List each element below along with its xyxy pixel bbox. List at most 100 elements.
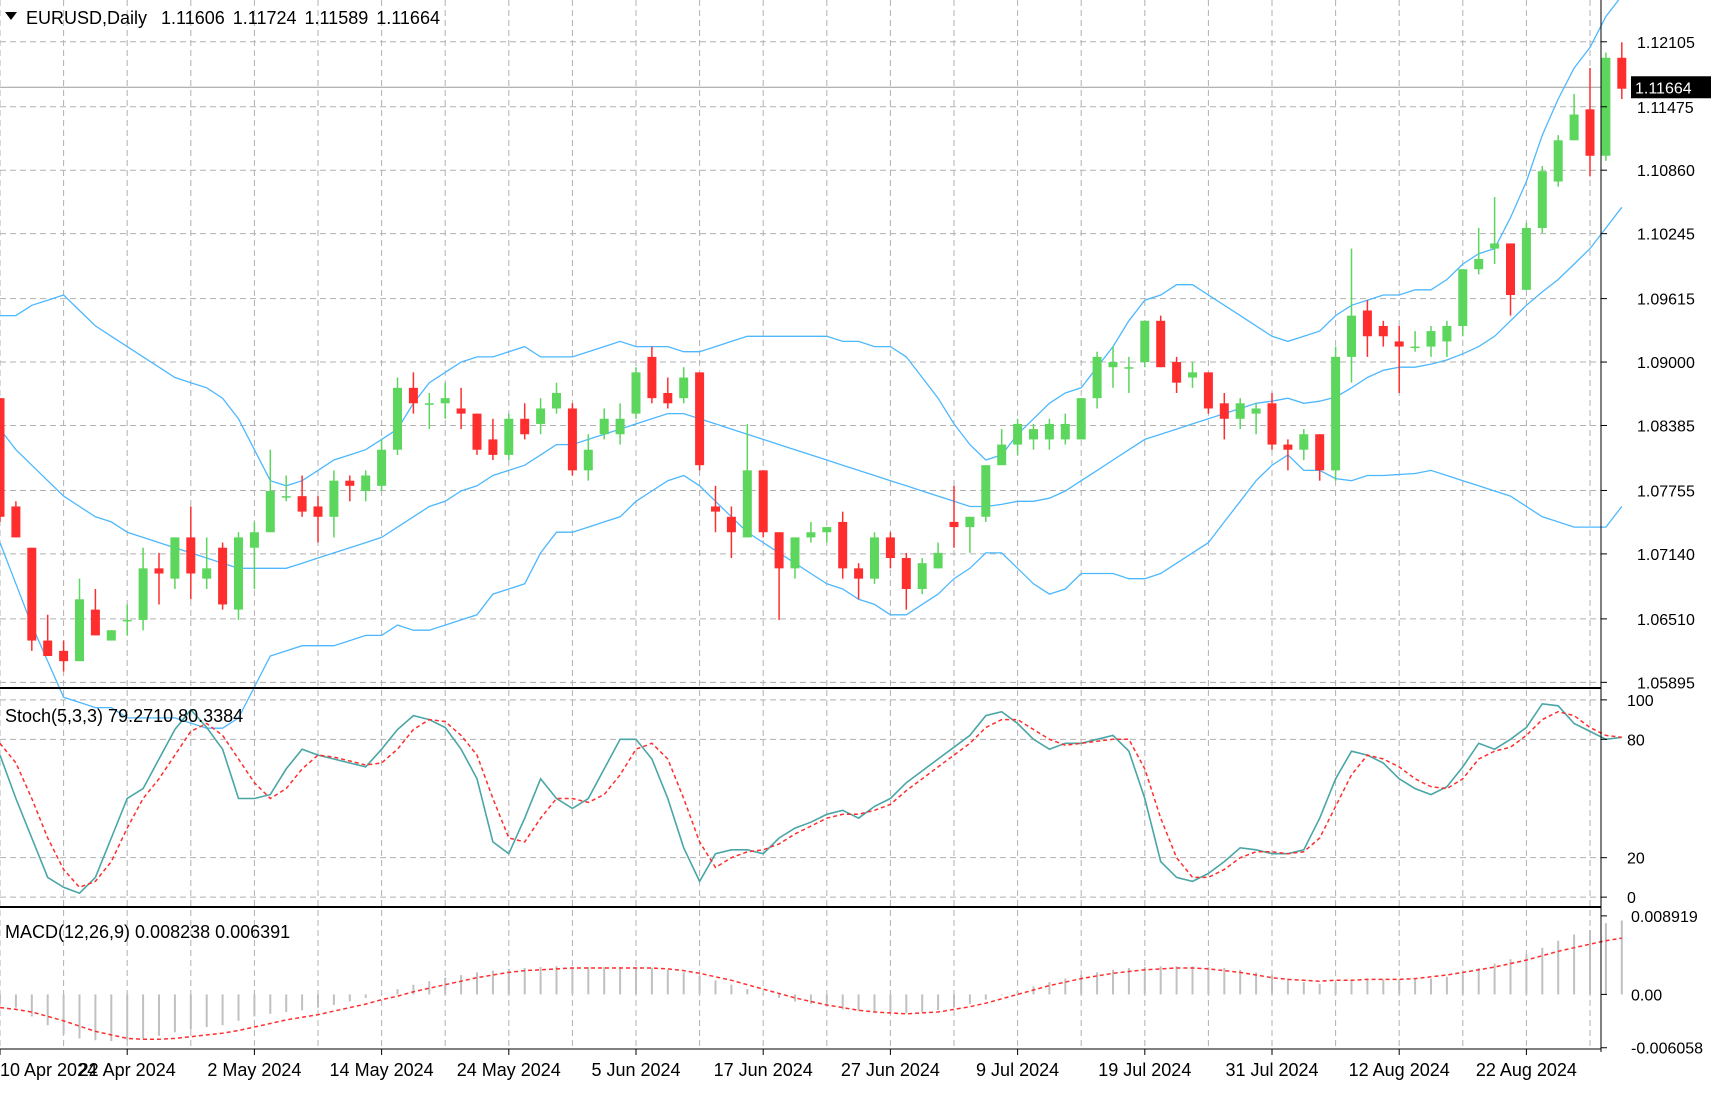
candle-body <box>1203 372 1213 409</box>
candle-body <box>1347 315 1356 357</box>
candle-body <box>949 521 959 528</box>
candle-body <box>393 387 402 450</box>
price-tick-label: 1.07755 <box>1637 483 1695 500</box>
candle <box>234 532 243 620</box>
candle <box>1029 423 1038 450</box>
candle <box>806 521 816 543</box>
candle <box>11 501 21 538</box>
candle-body <box>981 465 991 517</box>
current-price-label: 1.11664 <box>1635 80 1692 97</box>
candle-body <box>870 537 879 579</box>
candle <box>997 429 1007 466</box>
candle-body <box>122 619 132 622</box>
candle <box>1569 93 1579 141</box>
candle-body <box>1267 403 1277 445</box>
candle-body <box>186 537 196 574</box>
candle <box>1362 300 1372 357</box>
candle <box>393 377 402 455</box>
candle-body <box>0 398 5 517</box>
candle <box>599 408 609 440</box>
candle-body <box>202 568 212 579</box>
candle <box>679 367 689 404</box>
candle <box>329 470 339 538</box>
candle <box>1426 325 1436 357</box>
candle-body <box>520 418 530 435</box>
candle <box>901 552 911 610</box>
candle-body <box>138 568 148 620</box>
candle-body <box>1553 140 1563 182</box>
candle-body <box>1092 356 1102 399</box>
candle-body <box>615 418 625 435</box>
candle-body <box>997 444 1007 466</box>
date-tick-label: 12 Aug 2024 <box>1349 1060 1450 1080</box>
candle <box>917 558 927 595</box>
candle <box>663 377 673 409</box>
candle <box>1331 346 1341 481</box>
candle <box>1188 362 1197 388</box>
candle-body <box>901 558 911 589</box>
candle <box>1140 320 1150 368</box>
date-tick-label: 5 Jun 2024 <box>591 1060 680 1080</box>
candle <box>965 516 975 553</box>
candle-body <box>440 398 450 404</box>
candle-body <box>249 532 259 548</box>
candle <box>1410 331 1420 352</box>
candle-body <box>1537 171 1547 228</box>
candle-body <box>1506 243 1515 296</box>
price-tick-label: 1.05895 <box>1637 675 1695 692</box>
candle <box>249 521 259 589</box>
candle <box>885 532 895 569</box>
candle-body <box>1013 423 1023 445</box>
symbol-dropdown-icon[interactable] <box>5 12 17 20</box>
stoch-tick-label: 20 <box>1627 851 1645 868</box>
candle-body <box>1617 57 1627 89</box>
price-tick-label: 1.06510 <box>1637 612 1695 629</box>
candle-body <box>965 516 975 528</box>
candle <box>1537 166 1547 234</box>
candle-body <box>695 372 705 466</box>
candle <box>0 398 5 522</box>
price-tick-label: 1.11475 <box>1637 100 1694 117</box>
candle <box>345 475 355 502</box>
candle <box>361 470 371 502</box>
candle-body <box>218 547 228 605</box>
candle <box>106 630 116 641</box>
candle <box>1617 42 1627 100</box>
candle-body <box>1458 269 1468 326</box>
candle <box>488 418 498 461</box>
candle <box>790 537 800 579</box>
candle-body <box>1585 109 1595 156</box>
candle <box>949 485 959 548</box>
candle <box>424 392 434 430</box>
candle-body <box>1172 362 1182 383</box>
candle-body <box>536 408 546 424</box>
candle-body <box>170 537 180 579</box>
candle <box>75 578 84 662</box>
candle-body <box>456 408 466 414</box>
price-tick-label: 1.09000 <box>1637 355 1695 372</box>
candle-body <box>631 372 641 414</box>
date-tick-label: 2 May 2024 <box>207 1060 301 1080</box>
candle <box>631 367 641 419</box>
candle-body <box>599 418 609 435</box>
current-price-box <box>1631 76 1711 99</box>
candle-body <box>1124 367 1134 369</box>
candle <box>838 511 848 579</box>
candle <box>186 506 196 600</box>
candle-body <box>59 650 69 662</box>
candle <box>138 547 148 631</box>
candle <box>1172 356 1182 393</box>
candle <box>1060 413 1070 445</box>
candle-body <box>1442 325 1452 342</box>
candle-body <box>790 537 800 569</box>
candle <box>1044 418 1054 450</box>
candle <box>90 588 100 636</box>
bollinger-middle-band <box>0 206 1623 569</box>
candle-body <box>43 640 53 657</box>
candle-body <box>472 413 482 450</box>
candle <box>1585 68 1595 177</box>
candle-body <box>329 480 339 517</box>
candle <box>854 563 864 600</box>
candle-body <box>1219 403 1229 419</box>
candle <box>1124 356 1134 393</box>
